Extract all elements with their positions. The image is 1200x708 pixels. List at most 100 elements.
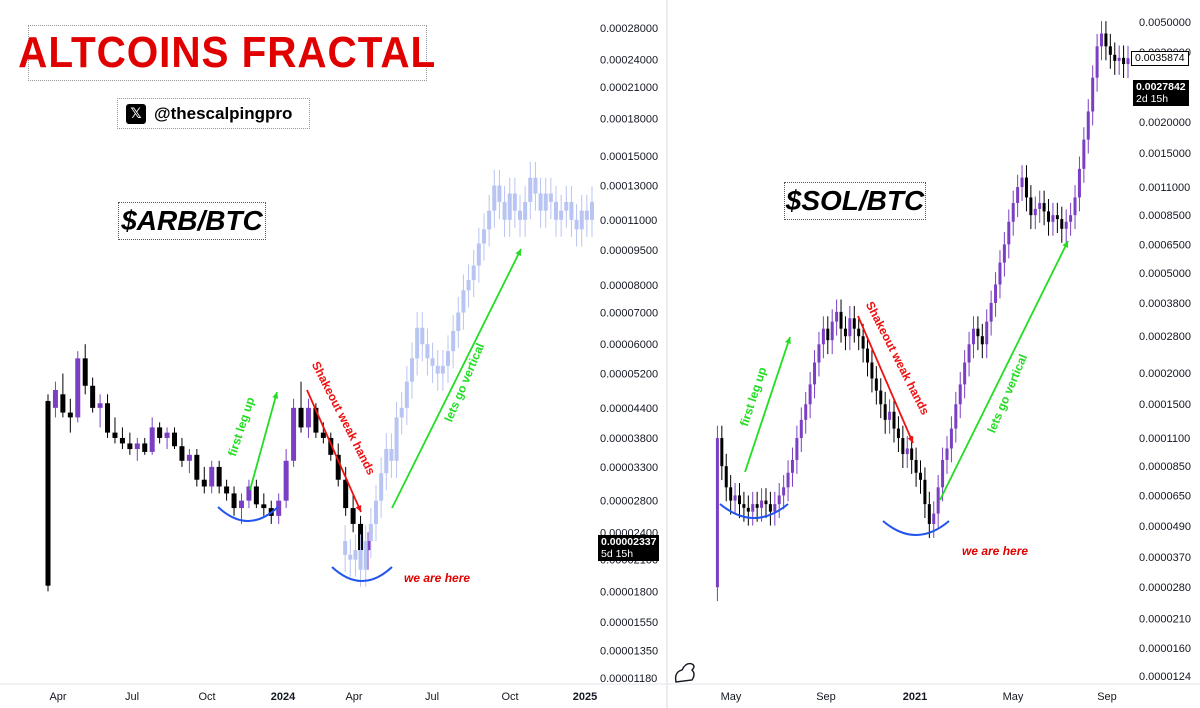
sol-candle (835, 311, 839, 322)
arb-first-leg-arrow (249, 391, 278, 491)
arb-candle (112, 432, 118, 438)
arb-ytick: 0.00003300 (600, 462, 658, 474)
sol-candle (839, 311, 843, 329)
sol-candle (817, 344, 821, 363)
sol-candle (729, 487, 733, 501)
arb-candle (172, 432, 178, 447)
arb-candle (105, 403, 111, 433)
arb-projection-candle (425, 344, 430, 359)
sol-candle (874, 378, 878, 391)
arb-candle (246, 486, 252, 501)
sol-candle (963, 362, 967, 385)
arb-candle (45, 400, 51, 586)
arb-ytick: 0.00007000 (600, 308, 658, 320)
sol-ytick: 0.0001500 (1139, 399, 1191, 411)
arb-projection-candle (348, 554, 353, 560)
sol-xtick: 2021 (903, 691, 927, 703)
arb-first-leg-label: first leg up (225, 395, 257, 458)
sol-candle (1011, 203, 1015, 222)
sol-candle (998, 262, 1002, 285)
arb-candle (119, 437, 125, 444)
sol-candle (746, 507, 750, 512)
arb-projection-candle (456, 312, 461, 331)
sol-candle (905, 448, 909, 455)
arb-projection-candle (584, 210, 589, 220)
arb-candle (201, 479, 207, 487)
arb-projection-candle (533, 177, 538, 194)
sol-candle (1069, 215, 1073, 222)
arb-projection-candle (554, 201, 558, 220)
arb-candle (127, 443, 133, 450)
handle-box: 𝕏 @thescalpingpro (117, 98, 310, 129)
arb-candle (261, 504, 267, 509)
sol-candle (715, 438, 719, 588)
arb-projection-candle (518, 210, 522, 220)
arb-candle (75, 358, 81, 418)
arb-projection-candle (466, 280, 471, 291)
sol-candle (936, 487, 940, 514)
arb-bottom-arc-2 (331, 566, 393, 582)
arb-xtick: Apr (49, 691, 66, 703)
sol-ytick: 0.0011000 (1139, 182, 1190, 194)
arb-ytick: 0.00015000 (600, 151, 658, 163)
arb-xtick: Jul (425, 691, 439, 703)
arb-candle (209, 466, 215, 487)
sol-candle (737, 495, 741, 505)
sol-ytick: 0.0015000 (1139, 148, 1191, 160)
arb-xtick: 2025 (573, 691, 597, 703)
arb-last-price-tag: 0.00002337 5d 15h (598, 535, 660, 561)
arb-projection-candle (404, 381, 409, 408)
arb-ytick: 0.00004400 (600, 403, 658, 415)
arb-xtick: Oct (501, 691, 518, 703)
arb-projection-candle (394, 417, 399, 461)
sol-ytick: 0.0006500 (1139, 239, 1191, 251)
sol-candle (923, 479, 927, 505)
sol-countdown: 2d 15h (1136, 93, 1169, 105)
sol-candle (768, 504, 772, 512)
arb-projection-candle (507, 193, 512, 220)
arb-xtick: 2024 (271, 691, 296, 703)
arb-projection-candle (523, 201, 528, 220)
arb-projection-candle (446, 351, 450, 366)
sol-ytick: 0.0001100 (1139, 433, 1190, 445)
arb-projection-candle (374, 500, 378, 524)
sol-candle (870, 362, 874, 379)
arb-projection-candle (353, 550, 358, 560)
sol-ytick: 0.0002800 (1139, 331, 1191, 343)
arb-projection-candle (363, 541, 368, 570)
sol-bottom-arc-1 (719, 503, 789, 519)
arb-candle (164, 432, 170, 438)
sol-last-price: 0.0027842 (1136, 81, 1186, 93)
arb-candle (335, 454, 341, 480)
arb-ytick: 0.00002800 (600, 496, 658, 508)
arb-candle (149, 427, 155, 452)
arb-candle (142, 443, 148, 452)
sol-candle (1077, 168, 1081, 198)
sol-candle (1091, 77, 1095, 112)
arb-ytick: 0.00009500 (600, 245, 658, 257)
arb-candle (194, 454, 200, 480)
arb-ytick: 0.00018000 (600, 114, 658, 126)
sol-last-price-tag: 0.0027842 2d 15h (1133, 80, 1189, 106)
sol-candle (1047, 211, 1051, 222)
arb-candle (134, 443, 140, 450)
sol-candle (1020, 177, 1024, 188)
sol-candle (985, 321, 989, 345)
arb-ytick: 0.00001350 (600, 645, 658, 657)
sol-candle (795, 438, 799, 460)
sol-candle (949, 428, 953, 449)
sol-candle (980, 336, 984, 345)
arb-candle (305, 407, 311, 428)
arb-candle (224, 486, 230, 494)
arb-ytick: 0.00028000 (600, 23, 658, 35)
sol-ytick: 0.0000280 (1139, 582, 1191, 594)
arb-candle (179, 446, 185, 461)
sol-xtick: May (1003, 691, 1024, 703)
sol-candle (901, 438, 905, 455)
arb-projection-candle (410, 358, 414, 382)
arb-projection-candle (451, 330, 456, 352)
sol-candle (1104, 33, 1108, 47)
sol-candle (760, 500, 764, 508)
title-box: ALTCOINS FRACTAL (19, 25, 436, 81)
